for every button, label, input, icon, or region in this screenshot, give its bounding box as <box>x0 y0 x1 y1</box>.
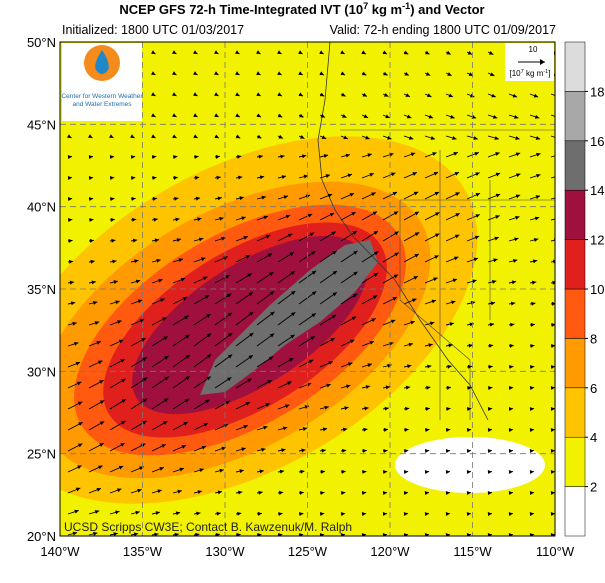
credit: UCSD Scripps CW3E; Contact B. Kawzenuk/M… <box>64 520 352 534</box>
text-part: ) and Vector <box>410 2 484 17</box>
initialized: Initialized: 1800 UTC 01/03/2017 <box>62 23 244 37</box>
logo-text: Center for Western Weather <box>61 93 143 100</box>
colorbar-band <box>565 289 585 338</box>
vector-head <box>556 136 560 140</box>
colorbar-tick-label: 8 <box>590 331 597 346</box>
lat-label: 45°N <box>27 117 56 132</box>
colorbar-band <box>565 338 585 387</box>
text-part: [10 <box>509 69 521 78</box>
superscript: -1 <box>402 1 410 11</box>
colorbar-band <box>565 487 585 536</box>
text-part: ] <box>548 69 550 78</box>
colorbar-tick-label: 10 <box>590 282 604 297</box>
colorbar-tick-label: 14 <box>590 183 604 198</box>
colorbar-tick-label: 6 <box>590 381 597 396</box>
colorbar-band <box>565 141 585 190</box>
colorbar-tick-label: 16 <box>590 134 604 149</box>
lat-label: 30°N <box>27 364 56 379</box>
colorbar-tick-label: 12 <box>590 233 604 248</box>
colorbar-tick-label: 18 <box>590 84 604 99</box>
valid-time: Valid: 72-h ending 1800 UTC 01/09/2017 <box>330 23 556 37</box>
lon-label: 135°W <box>123 544 163 559</box>
colorbar-band <box>565 437 585 486</box>
lon-label: 120°W <box>370 544 410 559</box>
colorbar-tick-label: 4 <box>590 430 597 445</box>
text-part: kg m <box>524 69 544 78</box>
title: NCEP GFS 72-h Time-Integrated IVT (107 k… <box>119 1 484 17</box>
text-part: NCEP GFS 72-h Time-Integrated IVT (10 <box>119 2 363 17</box>
colorbar-band <box>565 42 585 91</box>
map <box>0 42 561 578</box>
vector-head <box>556 196 560 200</box>
lat-label: 40°N <box>27 200 56 215</box>
colorbar-band <box>565 190 585 239</box>
lon-label: 125°W <box>288 544 328 559</box>
vector-legend-magnitude: 10 <box>529 45 538 54</box>
text-part: kg m <box>368 2 402 17</box>
lon-label: 110°W <box>536 544 575 559</box>
lon-label: 130°W <box>205 544 245 559</box>
vector-head <box>556 153 560 157</box>
lat-label: 50°N <box>27 35 56 50</box>
colorbar-band <box>565 91 585 140</box>
lat-label: 35°N <box>27 282 56 297</box>
logo-text: and Water Extremes <box>72 101 132 108</box>
colorbar: 2 4 6 8 10 12 14 16 18 <box>565 42 604 536</box>
low-region <box>395 437 545 493</box>
colorbar-band <box>565 388 585 437</box>
vector-head <box>556 174 560 178</box>
lat-label: 20°N <box>27 529 56 544</box>
colorbar-band <box>565 240 585 289</box>
lat-label: 25°N <box>27 447 56 462</box>
lon-label: 115°W <box>453 544 492 559</box>
colorbar-tick-label: 2 <box>590 480 597 495</box>
lon-label: 140°W <box>40 544 80 559</box>
vector-head <box>556 115 560 119</box>
